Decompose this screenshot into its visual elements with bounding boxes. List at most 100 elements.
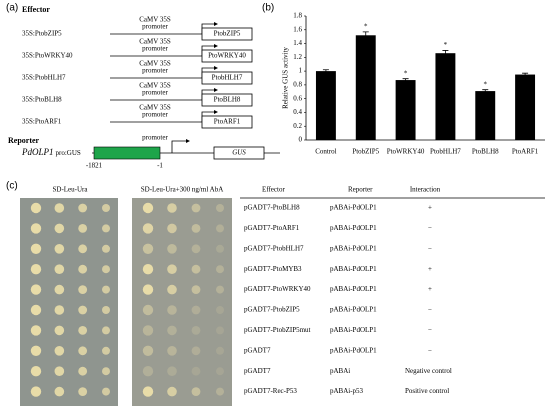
construct-name: 35S:PtoARF1	[22, 118, 62, 126]
y-tick-label: 0.6	[293, 94, 302, 102]
promoter-label: promoter	[142, 45, 168, 53]
colony	[191, 203, 201, 213]
promoter-label: CaMV 35S	[139, 104, 171, 112]
significance-label: *	[364, 22, 368, 30]
significance-label: *	[484, 80, 488, 88]
x-tick-label: PtoBLH8	[472, 148, 499, 156]
y-tick-label: 0.4	[293, 108, 302, 116]
colony	[191, 326, 201, 335]
bar	[475, 91, 496, 140]
construct-name: 35S:PtobZIP5	[22, 30, 62, 38]
colony	[142, 264, 154, 275]
colony	[54, 325, 65, 336]
colony	[54, 346, 65, 356]
colony	[78, 326, 88, 335]
construct-name: 35S:PtobHLH7	[22, 74, 66, 82]
gene-box	[201, 115, 253, 129]
promoter-label: CaMV 35S	[139, 16, 171, 24]
colony	[142, 345, 154, 356]
table-cell: pGADT7-PtobZIP5mut	[244, 326, 311, 334]
gene-box	[201, 71, 253, 85]
y-tick-label: 1.4	[293, 39, 302, 47]
gene-label: PtoWRKY40	[208, 52, 246, 60]
colony	[216, 204, 224, 212]
x-tick-label: PtoWRKY40	[387, 148, 425, 156]
colony	[30, 304, 42, 316]
colony	[78, 305, 88, 315]
table-cell: pABAi-PdOLP1	[330, 265, 377, 273]
table-cell: pABAi-PdOLP1	[330, 306, 377, 314]
colony	[167, 386, 177, 397]
colony	[30, 386, 42, 397]
tss-arrow	[171, 140, 186, 153]
colony	[30, 325, 42, 336]
plate-header: SD-Leu-Ura+300 ng/ml AbA	[141, 186, 224, 194]
colony	[54, 223, 65, 234]
table-cell: pGADT7	[244, 367, 271, 375]
colony	[30, 202, 42, 214]
bar	[515, 74, 536, 140]
table-cell: pGADT7-PtobZIP5	[244, 306, 300, 314]
arrow-head	[214, 44, 218, 48]
reporter-suffix: pro:GUS	[56, 149, 81, 157]
bar	[315, 71, 336, 140]
table-cell: pGADT7-PtobHLH7	[244, 244, 304, 252]
effector-title: Effector	[22, 5, 50, 14]
arrow-head	[214, 88, 218, 92]
table-cell: +	[428, 285, 432, 293]
table-header: Effector	[262, 186, 285, 194]
colony	[142, 386, 154, 397]
arrow-head	[186, 139, 190, 143]
bar	[395, 80, 416, 140]
colony	[191, 224, 201, 233]
significance-label: *	[404, 69, 408, 77]
colony	[78, 244, 88, 254]
table-cell: pABAi-PdOLP1	[330, 346, 377, 354]
table-cell: −	[428, 346, 432, 354]
colony	[191, 387, 201, 396]
error-bar	[322, 69, 329, 73]
colony	[30, 366, 42, 377]
table-cell: pABAi-PdOLP1	[330, 204, 377, 212]
y-tick-label: 1.6	[293, 25, 302, 33]
table-cell: pABAi-PdOLP1	[330, 285, 377, 293]
colony	[30, 264, 42, 275]
colony	[54, 305, 65, 315]
colony	[167, 305, 177, 315]
x-tick-label: PtobHLH7	[430, 148, 461, 156]
table-cell: pGADT7-PtoMYB3	[244, 265, 302, 273]
colony	[191, 244, 201, 254]
promoter-label: CaMV 35S	[139, 60, 171, 68]
colony	[167, 264, 177, 275]
x-tick-label: PtoARF1	[512, 148, 539, 156]
table-header: Reporter	[348, 186, 373, 194]
gene-label: PtoARF1	[214, 118, 241, 126]
table-cell: −	[428, 244, 432, 252]
colony	[142, 223, 154, 234]
colony	[78, 264, 88, 274]
colony	[54, 203, 65, 213]
colony	[142, 243, 154, 254]
y-tick-label: 1.2	[293, 53, 302, 61]
colony	[78, 346, 88, 356]
table-cell: pABAi	[330, 367, 350, 375]
table-cell: pGADT7-PtoBLH8	[244, 204, 300, 212]
colony	[30, 243, 42, 254]
colony	[30, 345, 42, 356]
table-cell: pABAi-PdOLP1	[330, 326, 377, 334]
error-bar	[402, 78, 409, 82]
end-coordinate: -1	[157, 162, 163, 170]
colony	[216, 265, 224, 274]
table-cell: −	[428, 326, 432, 334]
bar	[355, 35, 376, 140]
colony	[216, 285, 224, 294]
table-cell: pGADT7	[244, 346, 271, 354]
colony	[167, 325, 177, 336]
colony	[54, 386, 65, 397]
colony	[216, 224, 224, 233]
promoter-label: promoter	[142, 89, 168, 97]
colony	[216, 387, 224, 396]
table-cell: +	[428, 204, 432, 212]
table-cell: Negative control	[405, 367, 452, 375]
colony	[191, 366, 201, 376]
